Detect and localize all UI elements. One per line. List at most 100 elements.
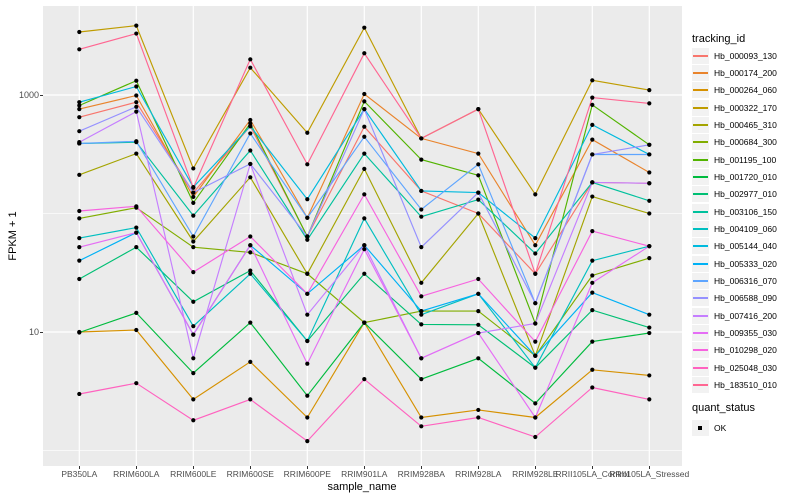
- data-point: [77, 330, 82, 335]
- legend-key-line: [693, 210, 708, 213]
- data-point: [134, 100, 139, 105]
- data-point: [647, 198, 652, 203]
- data-point: [305, 162, 310, 167]
- data-point: [191, 200, 196, 205]
- x-tick-mark: [592, 466, 594, 469]
- data-point: [248, 175, 253, 180]
- data-point: [134, 381, 139, 386]
- data-point: [305, 197, 310, 202]
- data-point: [533, 243, 538, 248]
- legend-key-line: [693, 262, 708, 265]
- data-point: [590, 137, 595, 142]
- y-tick-label: 1000: [18, 90, 39, 100]
- data-point: [362, 320, 367, 325]
- data-point: [248, 57, 253, 62]
- data-point: [77, 258, 82, 263]
- data-point: [362, 192, 367, 197]
- data-point: [134, 93, 139, 98]
- x-tick-mark: [250, 466, 252, 469]
- legend-item-label: Hb_000322_170: [714, 102, 777, 113]
- legend-item-Hb_002977_010: Hb_002977_010: [692, 186, 777, 203]
- data-point: [134, 78, 139, 83]
- data-point: [590, 180, 595, 185]
- y-tick-mark: [40, 95, 43, 96]
- legend-key-line: [693, 175, 708, 178]
- data-point: [590, 280, 595, 285]
- data-point: [362, 99, 367, 104]
- data-point: [191, 190, 196, 195]
- legend-key-swatch: [692, 203, 709, 220]
- legend-key-swatch: [692, 255, 709, 272]
- legend-item-label: Hb_006316_070: [714, 276, 777, 287]
- data-point: [77, 29, 82, 35]
- data-point: [590, 258, 595, 263]
- legend-item-Hb_000093_130: Hb_000093_130: [692, 47, 777, 64]
- data-point: [362, 134, 367, 139]
- x-tick-label-RRIM600SE: RRIM600SE: [226, 469, 274, 479]
- data-point: [134, 139, 139, 144]
- legend-key-swatch: [692, 238, 709, 255]
- x-tick-mark: [535, 466, 537, 469]
- data-point: [419, 294, 424, 299]
- legend-item-Hb_007416_200: Hb_007416_200: [692, 307, 777, 324]
- data-point: [362, 91, 367, 97]
- legend-item-Hb_010298_020: Hb_010298_020: [692, 342, 777, 359]
- data-point: [647, 101, 652, 106]
- data-point: [590, 367, 595, 372]
- data-point: [476, 162, 481, 167]
- data-point: [305, 393, 310, 398]
- data-point: [647, 330, 652, 336]
- data-point: [647, 87, 652, 93]
- legend-key-line: [693, 245, 708, 248]
- legend-item-label: Hb_009355_030: [714, 328, 777, 339]
- data-point: [533, 415, 538, 420]
- legend-item-Hb_003106_150: Hb_003106_150: [692, 203, 777, 220]
- data-point: [362, 243, 367, 248]
- data-point: [647, 373, 652, 378]
- data-point: [533, 434, 538, 440]
- legend-key-line: [693, 280, 708, 283]
- data-point: [191, 332, 196, 337]
- data-point: [533, 353, 538, 358]
- data-point: [77, 172, 82, 177]
- legend-title-tracking-id: tracking_id: [692, 33, 746, 45]
- data-point: [419, 245, 424, 250]
- legend-item-label: Hb_003106_150: [714, 206, 777, 217]
- data-point: [533, 321, 538, 326]
- data-point: [248, 359, 253, 364]
- x-tick-label-RRIM901LA: RRIM901LA: [341, 469, 388, 479]
- legend-item-Hb_000684_300: Hb_000684_300: [692, 134, 777, 151]
- legend-item-Hb_000174_200: Hb_000174_200: [692, 64, 777, 81]
- data-point: [134, 230, 139, 235]
- data-point: [476, 415, 481, 420]
- legend-item-label: Hb_006588_090: [714, 293, 777, 304]
- data-point: [647, 244, 652, 249]
- legend: tracking_id Hb_000093_130 Hb_000174_200 Hb…: [690, 0, 800, 500]
- data-point: [362, 25, 367, 30]
- legend-key-swatch: [692, 186, 709, 203]
- legend-key-line: [693, 228, 708, 230]
- legend-item-label: Hb_183510_010: [714, 380, 777, 391]
- legend-title-quant-status: quant_status: [692, 402, 755, 414]
- data-point: [419, 309, 424, 314]
- data-point: [590, 308, 595, 313]
- legend-key-swatch: [692, 290, 709, 307]
- data-point: [476, 107, 481, 112]
- data-point: [77, 216, 82, 221]
- data-point: [647, 211, 652, 216]
- legend-key-line: [693, 123, 708, 126]
- data-point: [533, 251, 538, 256]
- data-point: [191, 397, 196, 402]
- data-point: [191, 324, 196, 329]
- data-point: [134, 84, 139, 89]
- data-point: [590, 78, 595, 83]
- data-point: [476, 197, 481, 202]
- data-point: [647, 256, 652, 261]
- x-tick-mark: [193, 466, 195, 469]
- data-point: [647, 152, 652, 157]
- data-point: [305, 415, 310, 420]
- data-point: [533, 401, 538, 406]
- data-point: [362, 51, 367, 56]
- x-tick-label-RRIM928BA: RRIM928BA: [397, 469, 445, 479]
- data-point: [590, 95, 595, 100]
